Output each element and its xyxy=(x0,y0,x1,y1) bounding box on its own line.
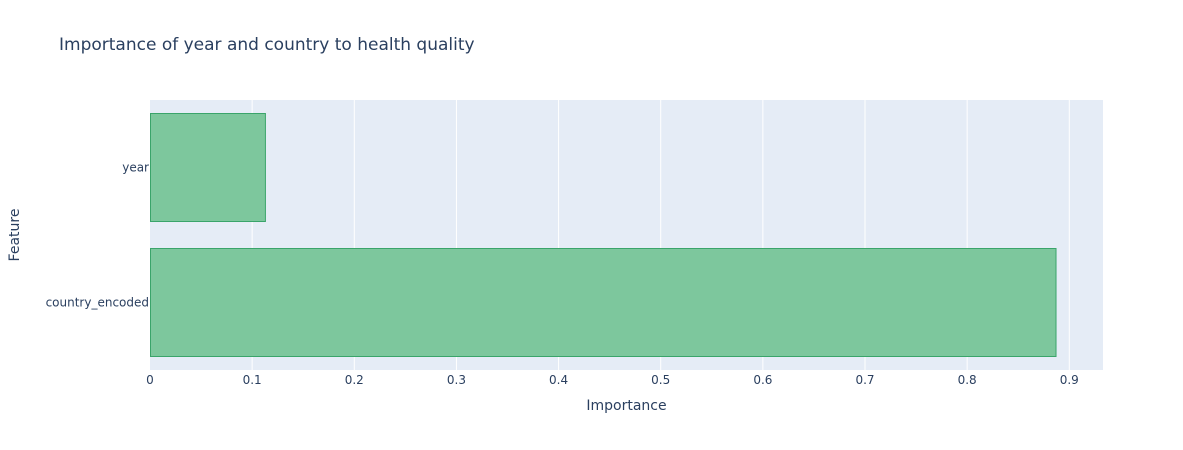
chart-title: Importance of year and country to health… xyxy=(59,35,475,55)
x-tick-label: 0 xyxy=(146,373,154,387)
x-tick-label: 0.5 xyxy=(651,373,670,387)
y-tick-label: country_encoded xyxy=(46,296,149,310)
x-tick-label: 0.7 xyxy=(855,373,874,387)
x-tick-label: 0.4 xyxy=(549,373,568,387)
x-tick-labels: 0 0.1 0.2 0.3 0.4 0.5 0.6 0.7 0.8 0.9 xyxy=(146,373,1079,387)
bar-country-encoded xyxy=(150,248,1057,357)
y-tick-label: year xyxy=(122,161,149,175)
bar-year xyxy=(150,113,266,222)
x-tick-label: 0.1 xyxy=(243,373,262,387)
x-tick-label: 0.6 xyxy=(753,373,772,387)
x-axis-title: Importance xyxy=(586,398,666,414)
x-tick-label: 0.8 xyxy=(958,373,977,387)
x-tick-label: 0.2 xyxy=(345,373,364,387)
y-axis-title: Feature xyxy=(7,209,23,262)
bars xyxy=(150,113,1057,357)
x-tick-label: 0.9 xyxy=(1060,373,1079,387)
x-tick-label: 0.3 xyxy=(447,373,466,387)
y-tick-labels: year country_encoded xyxy=(46,161,149,310)
